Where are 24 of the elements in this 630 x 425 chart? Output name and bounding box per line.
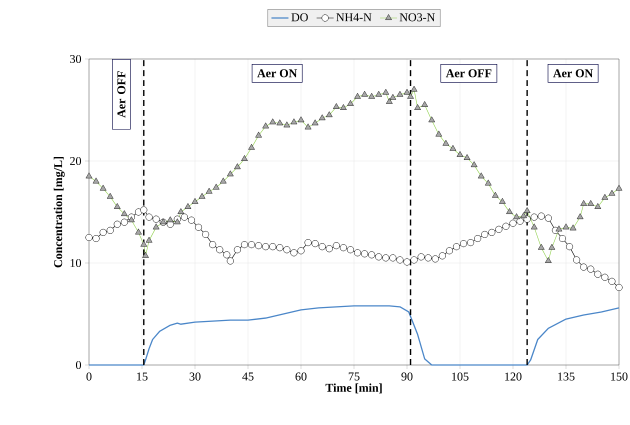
y-tick-label: 30 — [70, 54, 82, 64]
x-tick-label: 0 — [86, 372, 92, 381]
x-tick-label: 60 — [296, 372, 307, 381]
annotation: Aer OFF — [117, 71, 126, 118]
x-tick-label: 135 — [558, 372, 575, 381]
x-tick-label: 105 — [452, 372, 469, 381]
x-tick-label: 30 — [190, 372, 201, 381]
x-tick-label: 75 — [348, 372, 360, 380]
annotation: Aer ON — [553, 69, 593, 78]
y-tick-label: 0 — [76, 360, 82, 370]
legend-label: DO — [291, 13, 308, 22]
y-tick-label: 20 — [70, 156, 82, 166]
x-tick-label: 45 — [242, 372, 254, 380]
legend-label: NO3-N — [400, 13, 435, 22]
annotation: Aer ON — [257, 69, 298, 78]
x-tick-label: 150 — [611, 372, 628, 381]
x-tick-label: 120 — [505, 372, 522, 381]
legend-label: NH4-N — [336, 13, 372, 22]
y-axis-title: Concentration [mg/L] — [54, 156, 65, 268]
x-axis-title: Time [min] — [326, 383, 382, 394]
x-tick-label: 90 — [401, 372, 413, 381]
annotation: Aer OFF — [446, 69, 492, 78]
y-tick-label: 10 — [70, 258, 82, 268]
x-tick-label: 15 — [137, 372, 148, 381]
